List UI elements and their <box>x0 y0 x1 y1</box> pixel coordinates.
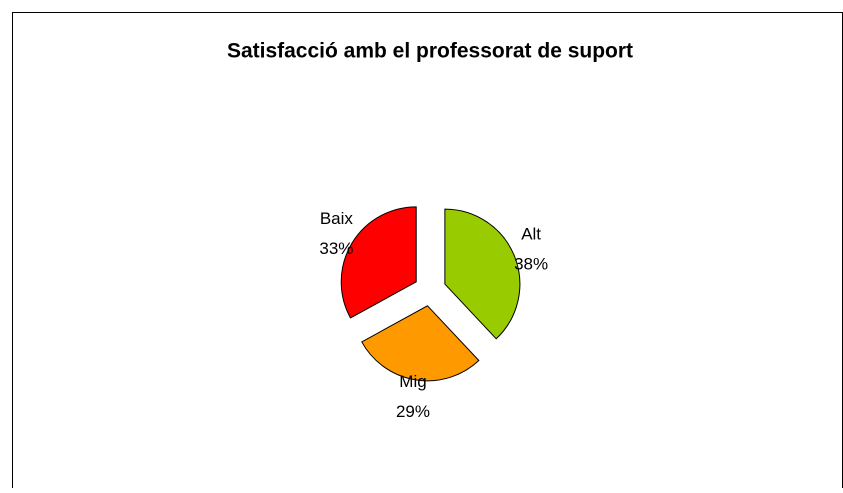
slice-category-label: Alt <box>521 224 541 243</box>
pie-slice <box>444 208 521 340</box>
slice-value-label: 33% <box>319 239 353 258</box>
slice-value-label: 38% <box>514 254 548 273</box>
slice-category-label: Baix <box>320 209 354 228</box>
slice-value-label: 29% <box>396 402 430 421</box>
pie-slice <box>361 305 480 382</box>
chart-frame <box>12 12 843 493</box>
pie-slice <box>340 206 417 319</box>
slice-category-label: Mig <box>399 372 426 391</box>
chart-title: Satisfacció amb el professorat de suport <box>227 40 633 63</box>
